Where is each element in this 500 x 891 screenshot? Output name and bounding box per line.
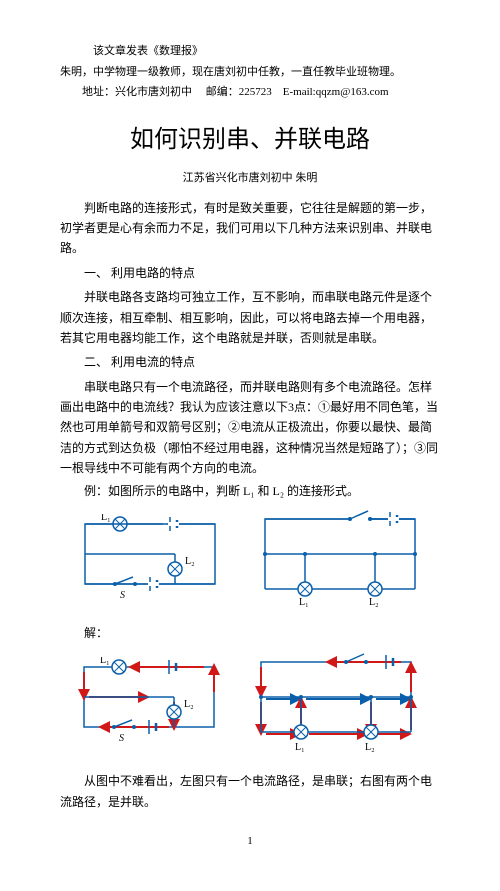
email: qqzm@163.com [316,86,389,98]
conclusion: 从图中不难看出，左图只有一个电流路径，是串联；右图有两个电流路径，是并联。 [60,771,440,812]
example-text: 例：如图所示的电路中，判断 L₁ 和 L₂ 的连接形式。 [60,481,440,501]
intro-paragraph: 判断电路的连接形式，有时是致关重要，它往往是解题的第一步，初学者更是心有余而力不… [60,198,440,259]
circuit-bottom-left: L₁ L₂ S [74,657,224,758]
section-2-head: 二、 利用电流的特点 [60,352,440,372]
meta-line-3: 地址：兴化市唐刘初中 邮编：225723 E-mail:qqzm@163.com [60,83,440,102]
solve-label: 解： [60,623,440,643]
section-1-body: 并联电路各支路均可独立工作，互不影响，而串联电路元件是逐个顺次连接，相互牵制、相… [60,287,440,348]
svg-text:L₁: L₁ [295,742,305,753]
svg-text:L₂: L₂ [369,597,379,608]
subtitle: 江苏省兴化市唐刘初中 朱明 [60,169,440,188]
svg-text:L₂: L₂ [185,556,195,567]
circuit-top-right: S L₁ L₂ [255,509,425,615]
zip-label: 邮编： [206,86,239,98]
circuit-row-bottom: L₁ L₂ S [60,652,440,763]
svg-text:S: S [351,652,356,655]
circuit-row-top: L₁ L₂ S [60,509,440,615]
svg-text:S: S [119,733,124,744]
addr-prefix: 地址：兴化市唐刘初中 [82,86,192,98]
circuit-bottom-right: S L₁ L₂ [251,652,426,763]
page-title: 如何识别串、并联电路 [60,120,440,161]
svg-text:L₁: L₁ [299,597,309,608]
section-2-body: 串联电路只有一个电流路径，而并联电路则有多个电流路径。怎样画出电路中的电流线？我… [60,377,440,479]
meta-line-2: 朱明，中学物理一级教师，现在唐刘初中任教，一直任教毕业班物理。 [60,63,440,82]
email-label: E-mail: [283,86,316,98]
svg-text:L₂: L₂ [365,742,375,753]
svg-text:L₁: L₁ [101,514,111,523]
zip: 225723 [239,86,272,98]
svg-text:S: S [120,590,125,601]
svg-text:L₂: L₂ [184,699,194,710]
meta-line-1: 该文章发表《数理报》 [60,42,440,61]
svg-text:L₁: L₁ [100,657,110,666]
page-number: 1 [60,832,440,851]
section-1-head: 一、 利用电路的特点 [60,263,440,283]
circuit-top-left: L₁ L₂ S [75,514,225,610]
svg-text:S: S [355,509,360,512]
